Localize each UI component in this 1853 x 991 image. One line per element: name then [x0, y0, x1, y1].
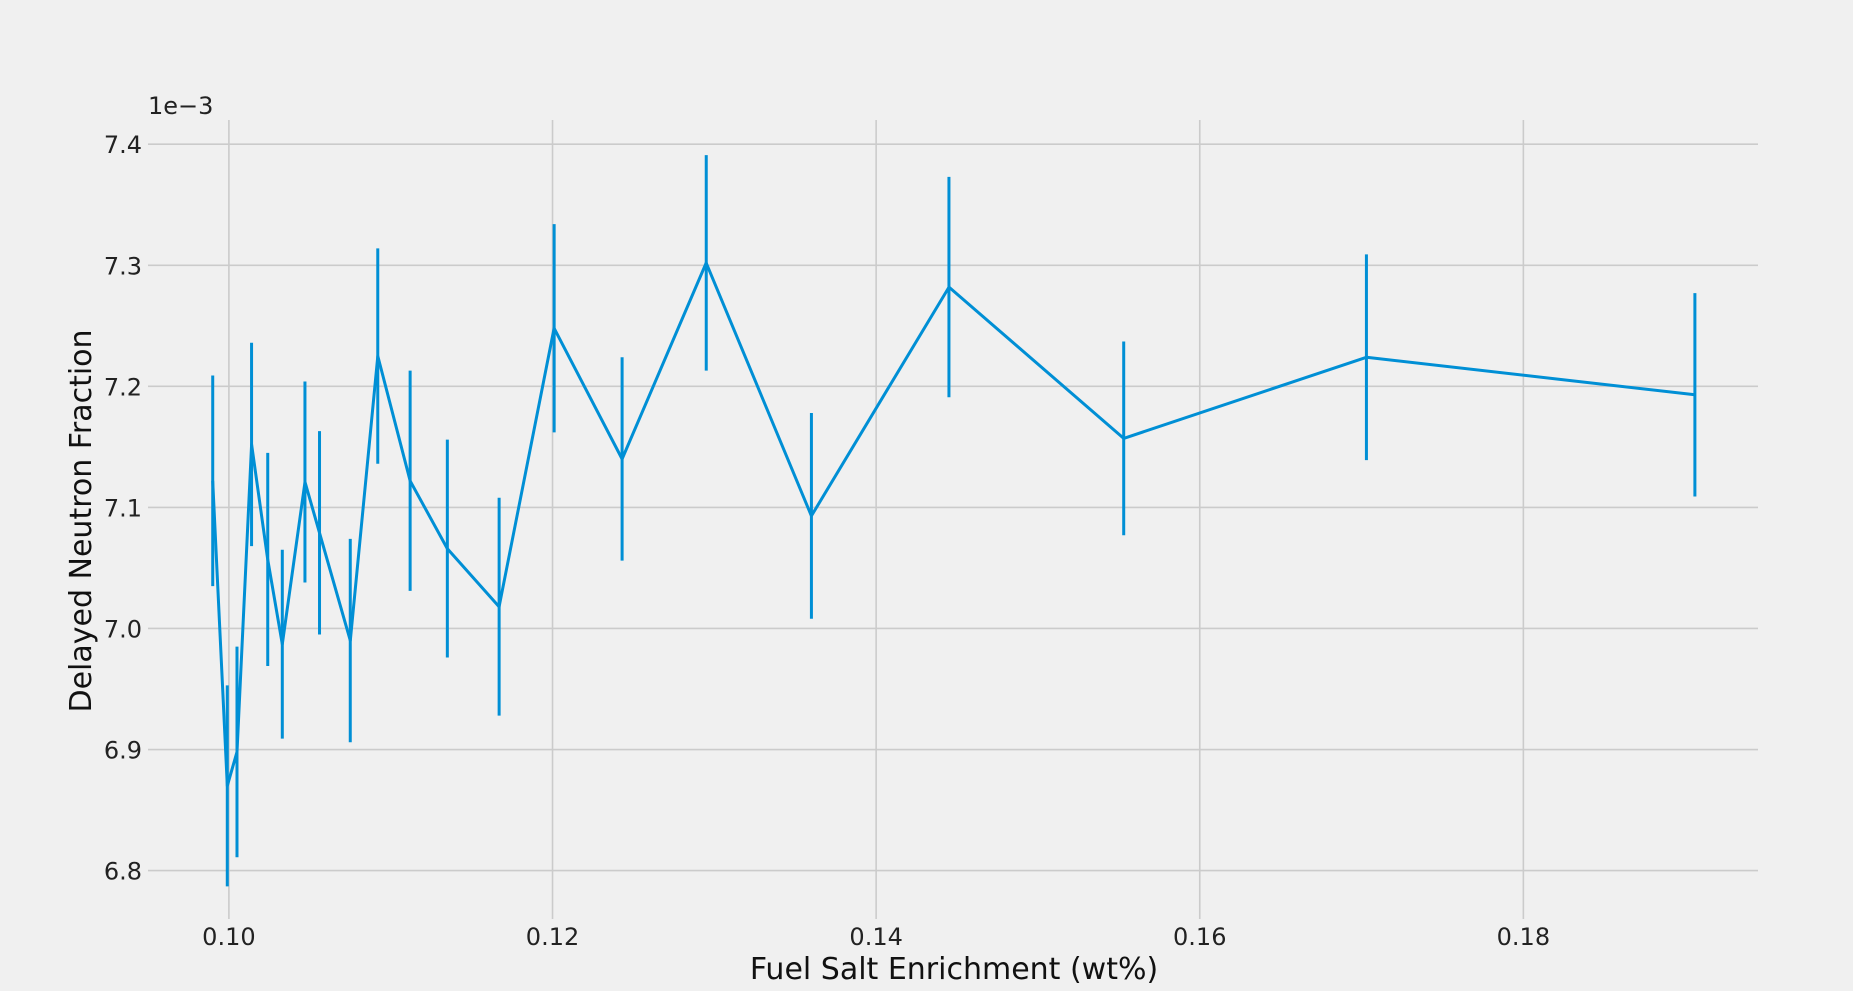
y-tick-labels: 6.8 6.9 7.0 7.1 7.2 7.3 7.4	[104, 131, 142, 885]
y-tick-label: 7.3	[104, 252, 142, 280]
series-line	[211, 261, 1696, 788]
y-tick-label: 6.8	[104, 858, 142, 886]
x-tick-label: 0.16	[1173, 923, 1226, 951]
y-tick-label: 7.2	[104, 373, 142, 401]
y-tick-label: 7.0	[104, 615, 142, 643]
x-tick-label: 0.14	[849, 923, 902, 951]
y-grid	[148, 143, 1758, 872]
y-tick-label: 7.4	[104, 131, 142, 159]
y-axis-label: Delayed Neutron Fraction	[64, 329, 99, 712]
y-tick-label: 7.1	[104, 494, 142, 522]
x-tick-label: 0.10	[202, 923, 255, 951]
x-grid	[228, 120, 1525, 919]
y-tick-label: 6.9	[104, 737, 142, 765]
x-tick-label: 0.12	[526, 923, 579, 951]
y-offset-label: 1e−3	[148, 92, 213, 120]
x-tick-label: 0.18	[1497, 923, 1550, 951]
x-tick-labels: 0.10 0.12 0.14 0.16 0.18	[202, 923, 1550, 951]
x-axis-label: Fuel Salt Enrichment (wt%)	[750, 952, 1158, 987]
